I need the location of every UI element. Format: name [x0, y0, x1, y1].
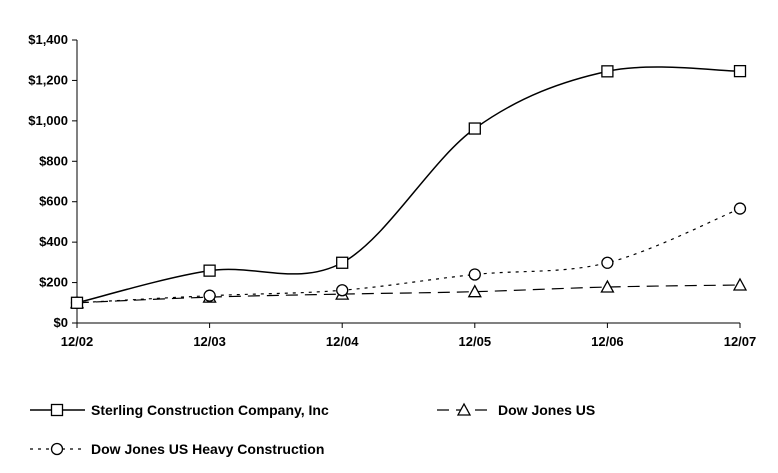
data-point-square [336, 256, 349, 269]
x-tick-label: 12/06 [591, 334, 624, 349]
y-tick-label: $1,200 [28, 72, 68, 87]
y-tick-label: $200 [39, 275, 68, 290]
data-point-triangle [600, 279, 615, 293]
y-tick-label: $0 [54, 315, 68, 330]
legend-item: Sterling Construction Company, Inc [30, 402, 329, 418]
data-point-circle [336, 284, 349, 297]
data-point-triangle [467, 284, 482, 298]
data-point-square [70, 296, 84, 309]
data-point-circle [733, 202, 747, 215]
x-tick-label: 12/07 [724, 334, 757, 349]
data-point-circle [203, 289, 216, 302]
legend-marker-square [50, 403, 64, 417]
y-tick-label: $400 [39, 234, 68, 249]
x-tick-label: 12/02 [61, 334, 94, 349]
series-lines [76, 66, 741, 304]
legend-label: Sterling Construction Company, Inc [91, 402, 329, 418]
legend-item: Dow Jones US [437, 402, 595, 418]
series-line-square [76, 66, 741, 304]
data-point-circle [468, 268, 481, 281]
series-line-triangle [76, 284, 741, 304]
legend-marker-circle [50, 442, 64, 456]
y-tick-label: $1,400 [28, 32, 68, 47]
y-tick-label: $1,000 [28, 113, 68, 128]
data-point-triangle [732, 277, 748, 291]
data-point-square [601, 65, 614, 78]
x-tick-label: 12/04 [326, 334, 359, 349]
y-tick-label: $800 [39, 153, 68, 168]
data-point-circle [601, 256, 614, 269]
x-ticks: 12/02 12/03 12/04 12/05 12/06 12/07 [61, 323, 757, 349]
legend-item: Dow Jones US Heavy Construction [30, 441, 324, 457]
y-ticks: $0 $200 $400 $600 $800 $1,000 $1,200 $1,400 [28, 32, 77, 330]
data-point-square [468, 122, 481, 135]
data-point-square [203, 264, 216, 277]
data-point-square [733, 64, 747, 78]
series-markers [69, 64, 748, 309]
legend-label: Dow Jones US Heavy Construction [91, 441, 324, 457]
legend-marker-triangle [456, 402, 472, 416]
series-line-circle [76, 208, 741, 304]
x-tick-label: 12/05 [459, 334, 492, 349]
y-tick-label: $600 [39, 194, 68, 209]
legend: Sterling Construction Company, Inc Dow Jo… [30, 402, 595, 457]
x-tick-label: 12/03 [193, 334, 226, 349]
legend-label: Dow Jones US [498, 402, 595, 418]
